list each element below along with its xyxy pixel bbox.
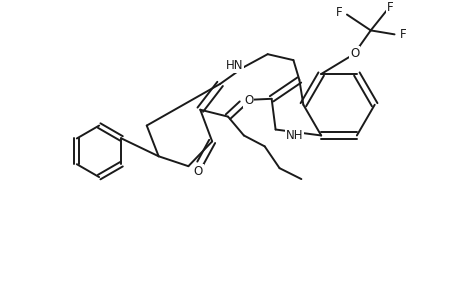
Text: HN: HN bbox=[225, 58, 242, 72]
Text: O: O bbox=[349, 47, 359, 60]
Text: F: F bbox=[399, 28, 406, 41]
Text: O: O bbox=[193, 165, 202, 178]
Text: O: O bbox=[244, 94, 253, 107]
Text: F: F bbox=[335, 6, 341, 19]
Text: F: F bbox=[386, 1, 393, 14]
Text: NH: NH bbox=[285, 129, 302, 142]
